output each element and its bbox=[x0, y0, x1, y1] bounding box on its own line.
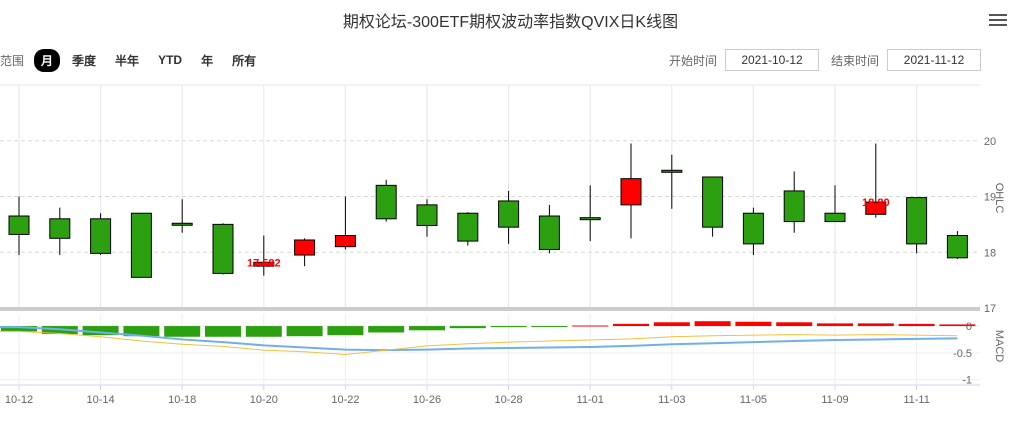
macd-line bbox=[0, 326, 958, 352]
candle-body bbox=[538, 215, 560, 250]
candle-body bbox=[742, 212, 764, 245]
price-tick-label: 20 bbox=[984, 136, 996, 148]
pane-separator bbox=[0, 307, 980, 311]
price-tick-label: 19 bbox=[984, 192, 996, 204]
macd-histogram-bar bbox=[694, 321, 731, 327]
x-tick-label: 10-20 bbox=[250, 394, 278, 406]
range-button-all[interactable]: 所有 bbox=[232, 53, 257, 68]
candle-value-label: 17.582 bbox=[247, 257, 281, 269]
candle-body bbox=[906, 197, 928, 245]
candle-body bbox=[783, 190, 805, 223]
candle-body bbox=[212, 223, 234, 274]
macd-histogram-bar bbox=[531, 326, 568, 328]
macd-histogram-bar bbox=[613, 323, 649, 327]
macd-histogram-bar bbox=[735, 321, 772, 327]
macd-histogram-bar bbox=[653, 322, 690, 327]
range-button-half-year[interactable]: 半年 bbox=[115, 53, 140, 68]
macd-histogram-bar bbox=[409, 326, 445, 331]
macd-histogram-bar bbox=[368, 326, 405, 333]
start-date-label: 开始时间 bbox=[669, 53, 718, 68]
range-button-year[interactable]: 年 bbox=[201, 53, 214, 68]
x-tick-label: 10-18 bbox=[168, 394, 196, 406]
macd-histogram-bar bbox=[286, 326, 323, 337]
candle-body bbox=[253, 261, 275, 267]
macd-tick-label: -1 bbox=[962, 375, 972, 387]
candle-body bbox=[661, 169, 683, 173]
macd-tick-label: 0 bbox=[966, 321, 972, 333]
candle-value-label: 18.80 bbox=[862, 197, 890, 209]
x-tick-label: 11-11 bbox=[903, 394, 930, 406]
range-button-month[interactable]: 月 bbox=[34, 48, 61, 72]
x-tick-label: 10-26 bbox=[413, 394, 441, 406]
candle-body bbox=[49, 218, 71, 239]
price-tick-label: 18 bbox=[984, 247, 996, 259]
price-tick-label: 17 bbox=[984, 303, 996, 315]
candle-body bbox=[457, 212, 479, 242]
candle-body bbox=[334, 235, 356, 248]
price-axis-title: OHLC bbox=[993, 183, 1005, 214]
x-tick-label: 11-09 bbox=[821, 394, 848, 406]
macd-histogram-bar bbox=[327, 326, 364, 336]
range-selector: 范围 月 季度 半年 YTD 年 所有 bbox=[0, 48, 268, 72]
candle-body bbox=[620, 178, 642, 206]
macd-histogram-bar bbox=[205, 326, 241, 337]
candle-body bbox=[702, 176, 724, 228]
end-date-input[interactable]: 2021-11-12 bbox=[887, 49, 982, 71]
candle-body bbox=[498, 200, 520, 228]
x-tick-label: 10-22 bbox=[331, 394, 359, 406]
macd-histogram-bar bbox=[164, 326, 201, 337]
candle-body bbox=[375, 184, 397, 220]
range-button-quarter[interactable]: 季度 bbox=[72, 53, 97, 68]
range-label: 范围 bbox=[0, 53, 25, 68]
x-tick-label: 10-12 bbox=[5, 394, 33, 406]
end-date-group: 结束时间 2021-11-12 bbox=[831, 49, 982, 71]
candle-body bbox=[865, 201, 887, 215]
menu-icon[interactable] bbox=[989, 14, 1007, 28]
x-tick-label: 10-28 bbox=[495, 394, 523, 406]
macd-histogram-bar bbox=[572, 325, 609, 327]
macd-histogram-bar bbox=[776, 322, 813, 327]
candle-body bbox=[90, 218, 112, 254]
candle-body bbox=[579, 217, 601, 221]
candle-body bbox=[946, 235, 968, 259]
x-tick-label: 11-03 bbox=[658, 394, 685, 406]
candle-body bbox=[171, 222, 193, 226]
macd-histogram-bar bbox=[817, 323, 853, 327]
signal-line bbox=[0, 330, 958, 355]
macd-histogram-bar bbox=[82, 326, 119, 336]
candle-body bbox=[416, 204, 438, 226]
x-tick-label: 11-01 bbox=[577, 394, 604, 406]
x-tick-label: 10-14 bbox=[87, 394, 115, 406]
range-button-ytd[interactable]: YTD bbox=[158, 53, 183, 67]
macd-tick-label: -0.5 bbox=[953, 348, 972, 360]
macd-histogram-bar bbox=[245, 326, 282, 337]
start-date-group: 开始时间 2021-10-12 bbox=[669, 49, 820, 71]
macd-histogram-bar bbox=[857, 323, 894, 327]
macd-histogram-bar bbox=[939, 324, 976, 327]
end-date-label: 结束时间 bbox=[831, 53, 880, 68]
macd-histogram-bar bbox=[898, 323, 935, 327]
macd-histogram-bar bbox=[449, 326, 486, 329]
macd-histogram-bar bbox=[123, 326, 160, 337]
candle-body bbox=[8, 215, 30, 235]
candle-body bbox=[130, 212, 152, 278]
macd-histogram-bar bbox=[490, 326, 527, 328]
candle-body bbox=[824, 212, 846, 223]
macd-axis-title: MACD bbox=[993, 330, 1005, 362]
macd-histogram-bar bbox=[1, 326, 37, 332]
candle-body bbox=[294, 239, 316, 256]
chart-title: 期权论坛-300ETF期权波动率指数QVIX日K线图 bbox=[342, 14, 679, 31]
start-date-input[interactable]: 2021-10-12 bbox=[725, 49, 820, 71]
x-tick-label: 11-05 bbox=[740, 394, 767, 406]
